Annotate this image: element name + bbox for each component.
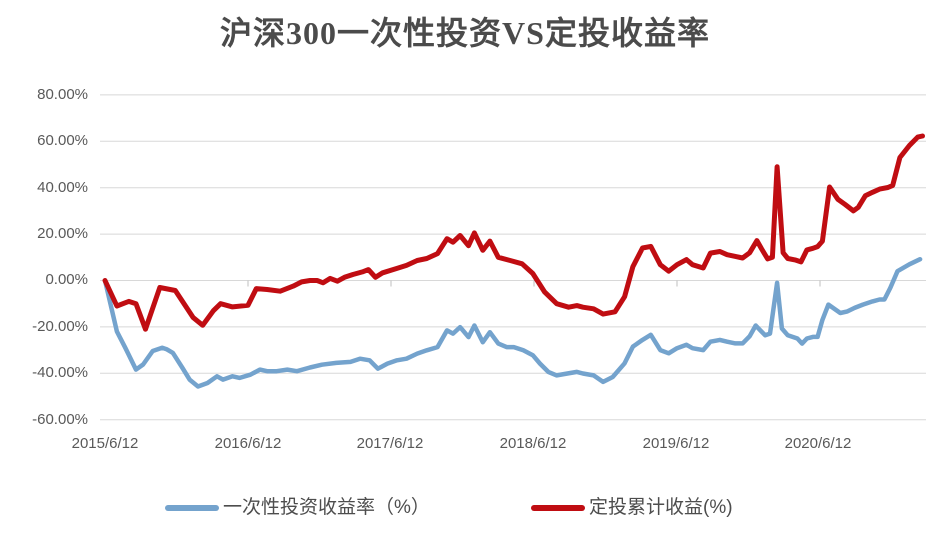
x-axis-tick-label: 2016/6/12	[214, 435, 282, 452]
y-axis-tick-label: 80.00%	[37, 86, 88, 103]
series-line-1	[102, 133, 925, 332]
legend-label-lumpsum: 一次性投资收益率（%）	[223, 497, 430, 518]
y-axis-tick-label: -40.00%	[32, 364, 88, 381]
series-line-0	[102, 256, 923, 389]
y-axis-tick-label: 40.00%	[37, 179, 88, 196]
legend-label-dca: 定投累计收益(%)	[589, 497, 733, 518]
y-axis-tick-label: -60.00%	[32, 411, 88, 428]
x-axis-tick-label: 2020/6/12	[784, 435, 852, 452]
chart-title: 沪深300一次性投资VS定投收益率	[220, 15, 710, 51]
x-axis-tick-label: 2019/6/12	[642, 435, 710, 452]
x-axis-tick-label: 2017/6/12	[356, 435, 424, 452]
x-axis-tick-label: 2018/6/12	[499, 435, 567, 452]
x-axis-tick-label: 2015/6/12	[71, 435, 139, 452]
y-axis-tick-label: 20.00%	[37, 225, 88, 242]
legend-swatch-lumpsum	[165, 505, 219, 511]
legend-swatch-dca	[531, 505, 585, 511]
y-axis-tick-label: -20.00%	[32, 318, 88, 335]
y-axis-tick-label: 60.00%	[37, 132, 88, 149]
y-axis-tick-label: 0.00%	[45, 271, 88, 288]
